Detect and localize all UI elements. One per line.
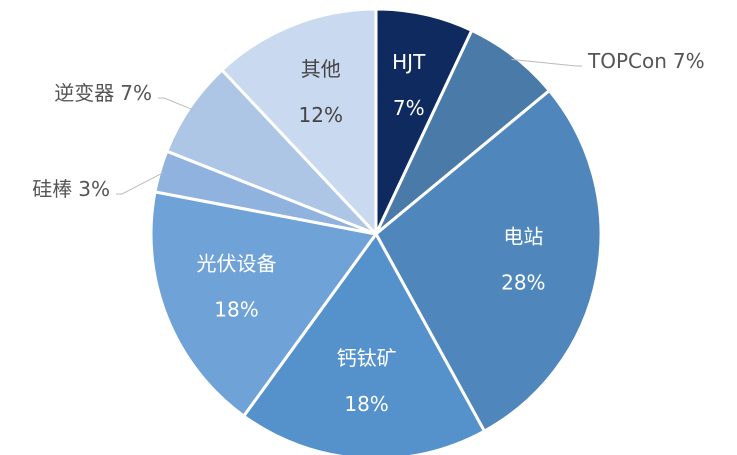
slice-label: 硅棒 3% (32, 177, 110, 201)
category-label: HJT (392, 50, 426, 74)
category-label: 电站 (503, 225, 543, 249)
category-label: 钙钛矿 (337, 346, 397, 370)
pie-slice (374, 88, 603, 434)
value-label: 7% (393, 96, 425, 120)
pie-slice (149, 190, 379, 419)
value-label: 7% (120, 81, 152, 105)
category-label: TOPCon (587, 49, 667, 73)
slice-label: TOPCon 7% (587, 49, 705, 73)
slice-label: 逆变器 7% (54, 81, 152, 105)
pie-slice (219, 7, 378, 238)
value-label: 28% (501, 271, 545, 295)
value-label: 3% (78, 177, 110, 201)
value-label: 12% (299, 103, 343, 127)
leader-line (158, 97, 194, 111)
category-label: 逆变器 (54, 81, 114, 105)
leader-line (511, 58, 582, 67)
category-label: 光伏设备 (197, 252, 277, 276)
pie-slice (241, 231, 487, 455)
category-label: 其他 (301, 57, 341, 81)
value-label: 18% (214, 298, 258, 322)
category-label: 硅棒 (32, 177, 72, 201)
value-label: 18% (344, 392, 388, 416)
leader-line (116, 171, 165, 195)
value-label: 7% (673, 49, 705, 73)
